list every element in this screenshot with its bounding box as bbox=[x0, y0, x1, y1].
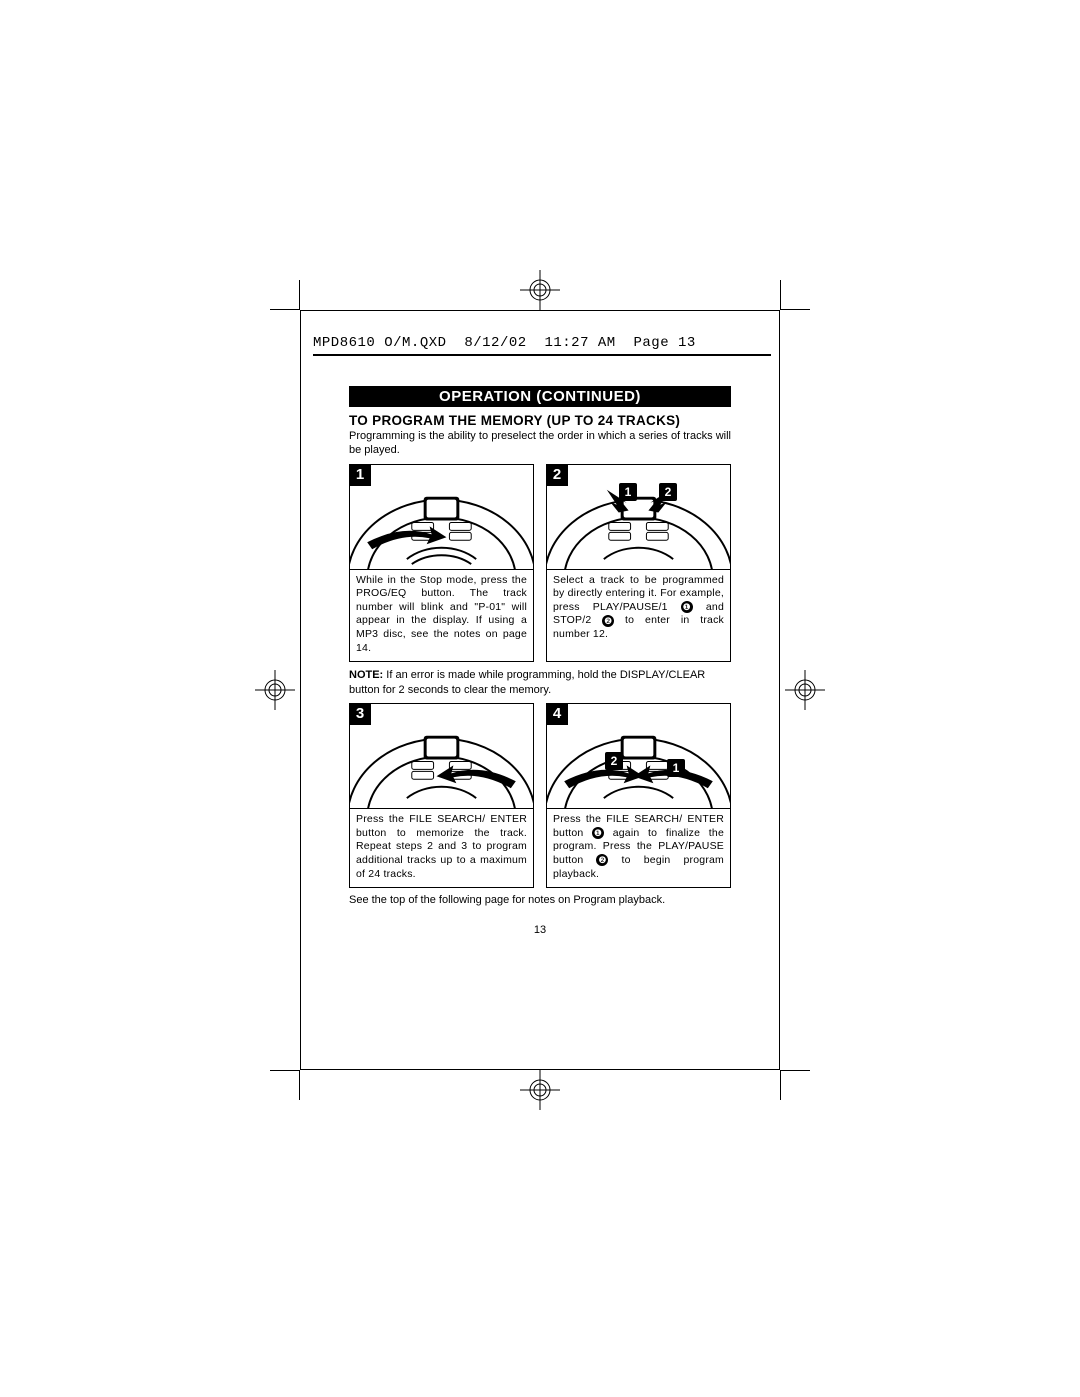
registration-mark-top bbox=[520, 270, 560, 310]
step-2: 2 1 2 bbox=[546, 464, 731, 663]
registration-mark-left bbox=[255, 670, 295, 710]
step-3-text: Press the FILE SEARCH/ ENTER button to m… bbox=[350, 809, 533, 887]
step-4-text: Press the FILE SEARCH/ ENTER button ❶ ag… bbox=[547, 809, 730, 887]
crop-mark-tl bbox=[270, 280, 300, 310]
circled-1-icon: ❶ bbox=[681, 601, 693, 613]
page-frame: MPD8610 O/M.QXD 8/12/02 11:27 AM Page 13… bbox=[300, 310, 780, 1070]
circled-2-icon: ❷ bbox=[596, 854, 608, 866]
circled-1-icon: ❶ bbox=[592, 827, 604, 839]
step-1-text: While in the Stop mode, press the PROG/E… bbox=[350, 570, 533, 662]
intro-text: Programming is the ability to preselect … bbox=[349, 430, 731, 458]
step-row-2: 3 Press the FILE SEARC bbox=[349, 703, 731, 888]
step-row-1: 1 While i bbox=[349, 464, 731, 663]
footer-note: See the top of the following page for no… bbox=[349, 894, 731, 906]
step-2-text: Select a track to be programmed by direc… bbox=[547, 570, 730, 648]
note-text: NOTE: If an error is made while programm… bbox=[349, 668, 731, 697]
header-page: Page 13 bbox=[634, 335, 696, 351]
step-1: 1 While i bbox=[349, 464, 534, 663]
registration-mark-bottom bbox=[520, 1070, 560, 1110]
crop-mark-bl bbox=[270, 1070, 300, 1100]
step-4-illustration: 2 1 bbox=[547, 704, 730, 809]
registration-mark-right bbox=[785, 670, 825, 710]
step-1-illustration bbox=[350, 465, 533, 570]
header-time: 11:27 AM bbox=[544, 335, 615, 351]
header-filename: MPD8610 O/M.QXD bbox=[313, 335, 447, 351]
section-banner: OPERATION (CONTINUED) bbox=[349, 386, 731, 407]
note-label: NOTE: bbox=[349, 669, 383, 681]
section-subtitle: TO PROGRAM THE MEMORY (UP TO 24 TRACKS) bbox=[349, 413, 731, 428]
callout-2: 2 bbox=[605, 752, 623, 770]
crop-mark-br bbox=[780, 1070, 810, 1100]
content-area: OPERATION (CONTINUED) TO PROGRAM THE MEM… bbox=[349, 386, 731, 936]
step-4: 4 2 1 bbox=[546, 703, 731, 888]
step-2-illustration: 1 2 bbox=[547, 465, 730, 570]
document-header: MPD8610 O/M.QXD 8/12/02 11:27 AM Page 13 bbox=[313, 335, 771, 356]
step-3-illustration bbox=[350, 704, 533, 809]
crop-mark-tr bbox=[780, 280, 810, 310]
step-3: 3 Press the FILE SEARC bbox=[349, 703, 534, 888]
callout-1: 1 bbox=[667, 759, 685, 777]
circled-2-icon: ❷ bbox=[602, 615, 614, 627]
page-number: 13 bbox=[349, 924, 731, 936]
header-date: 8/12/02 bbox=[464, 335, 526, 351]
callout-2: 2 bbox=[659, 483, 677, 501]
callout-1: 1 bbox=[619, 483, 637, 501]
